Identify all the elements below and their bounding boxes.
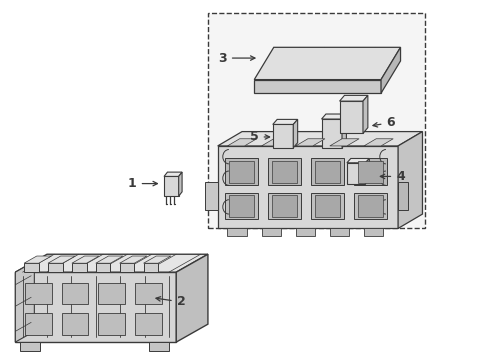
Text: 2: 2 bbox=[156, 296, 185, 309]
Polygon shape bbox=[272, 125, 293, 148]
Polygon shape bbox=[254, 47, 400, 80]
Text: 4: 4 bbox=[380, 170, 404, 183]
Polygon shape bbox=[329, 139, 358, 146]
Polygon shape bbox=[261, 228, 281, 235]
Bar bbox=[357, 195, 382, 217]
Polygon shape bbox=[15, 272, 176, 342]
Polygon shape bbox=[24, 256, 51, 263]
Bar bbox=[98, 283, 125, 305]
Polygon shape bbox=[143, 263, 158, 272]
Bar bbox=[310, 158, 343, 185]
Polygon shape bbox=[163, 176, 178, 196]
Polygon shape bbox=[24, 263, 39, 272]
Polygon shape bbox=[362, 95, 367, 134]
Polygon shape bbox=[96, 263, 110, 272]
Polygon shape bbox=[96, 256, 123, 263]
Bar bbox=[357, 161, 382, 183]
Polygon shape bbox=[339, 101, 362, 134]
Bar bbox=[228, 195, 254, 217]
Bar bbox=[207, 13, 424, 228]
Polygon shape bbox=[293, 120, 297, 148]
Polygon shape bbox=[120, 263, 134, 272]
Text: 6: 6 bbox=[372, 116, 394, 129]
Polygon shape bbox=[329, 228, 348, 235]
Polygon shape bbox=[346, 158, 368, 163]
Polygon shape bbox=[72, 263, 86, 272]
Polygon shape bbox=[163, 172, 182, 176]
Polygon shape bbox=[339, 95, 367, 101]
Polygon shape bbox=[321, 119, 341, 148]
Polygon shape bbox=[346, 163, 365, 184]
Bar bbox=[271, 161, 297, 183]
Polygon shape bbox=[363, 139, 392, 146]
Polygon shape bbox=[295, 139, 325, 146]
Polygon shape bbox=[397, 182, 407, 211]
Bar bbox=[267, 158, 301, 185]
Polygon shape bbox=[20, 342, 40, 351]
Bar bbox=[267, 193, 301, 220]
Polygon shape bbox=[15, 261, 34, 342]
Bar bbox=[228, 161, 254, 183]
Bar bbox=[353, 193, 386, 220]
Polygon shape bbox=[178, 172, 182, 196]
Bar bbox=[314, 161, 339, 183]
Bar bbox=[310, 193, 343, 220]
Bar bbox=[61, 283, 88, 305]
Polygon shape bbox=[227, 139, 256, 146]
Polygon shape bbox=[341, 114, 346, 148]
Polygon shape bbox=[72, 256, 99, 263]
Polygon shape bbox=[272, 120, 297, 125]
Polygon shape bbox=[321, 114, 346, 119]
Polygon shape bbox=[143, 256, 170, 263]
Polygon shape bbox=[261, 139, 290, 146]
Polygon shape bbox=[227, 228, 246, 235]
Polygon shape bbox=[120, 256, 147, 263]
Polygon shape bbox=[149, 342, 168, 351]
Polygon shape bbox=[15, 254, 207, 272]
Text: 3: 3 bbox=[218, 51, 254, 64]
Polygon shape bbox=[295, 228, 315, 235]
Polygon shape bbox=[365, 158, 368, 184]
Polygon shape bbox=[48, 263, 62, 272]
Bar bbox=[135, 283, 161, 305]
Bar bbox=[25, 314, 52, 335]
Bar bbox=[224, 158, 258, 185]
Bar bbox=[271, 195, 297, 217]
Polygon shape bbox=[397, 132, 422, 228]
Bar bbox=[61, 314, 88, 335]
Bar bbox=[25, 283, 52, 305]
Polygon shape bbox=[205, 182, 217, 211]
Bar bbox=[224, 193, 258, 220]
Polygon shape bbox=[217, 132, 422, 146]
Polygon shape bbox=[176, 254, 207, 342]
Bar bbox=[353, 158, 386, 185]
Polygon shape bbox=[380, 47, 400, 93]
Polygon shape bbox=[363, 228, 383, 235]
Polygon shape bbox=[254, 80, 380, 93]
Bar bbox=[98, 314, 125, 335]
Polygon shape bbox=[48, 256, 75, 263]
Polygon shape bbox=[217, 146, 397, 228]
Bar bbox=[135, 314, 161, 335]
Bar bbox=[314, 195, 339, 217]
Text: 1: 1 bbox=[128, 177, 157, 190]
Text: 5: 5 bbox=[249, 130, 269, 144]
